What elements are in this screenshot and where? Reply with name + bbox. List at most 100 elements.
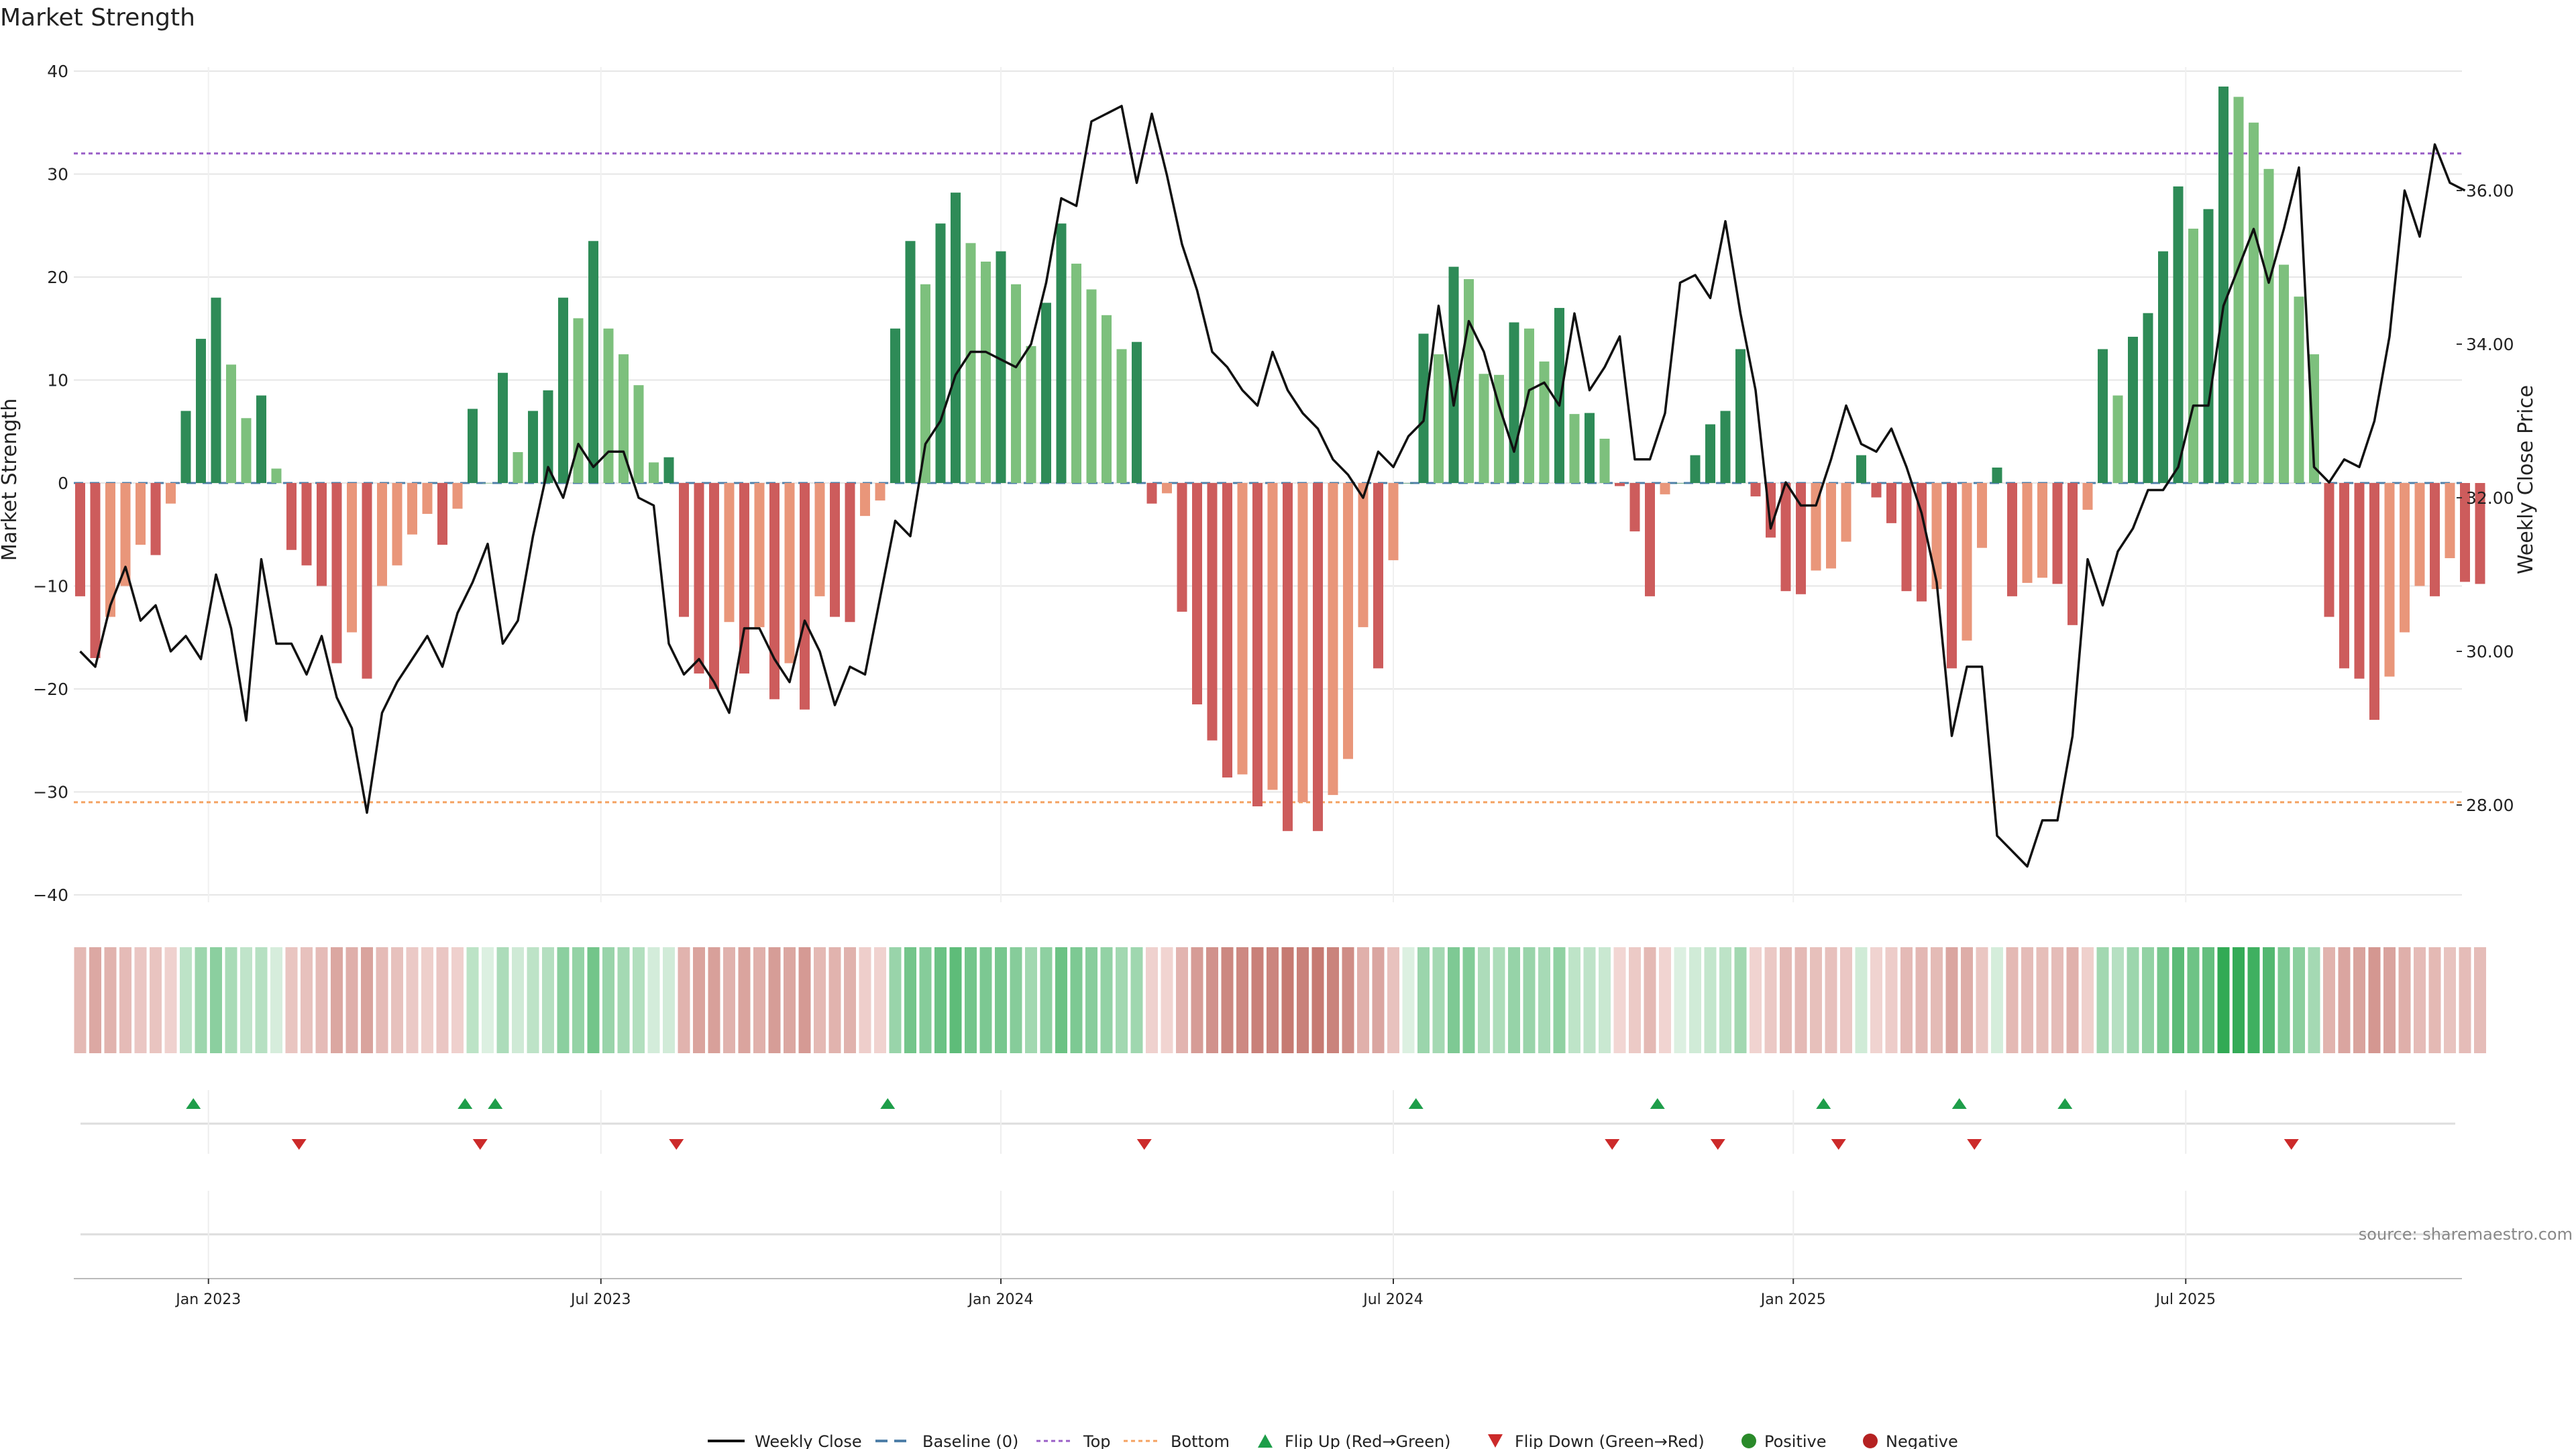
heat-cell — [678, 947, 690, 1053]
strength-bar — [1146, 483, 1157, 504]
strength-bar — [2068, 483, 2078, 625]
heat-cell — [1267, 947, 1279, 1053]
heat-cell — [647, 947, 660, 1053]
heat-cell — [633, 947, 645, 1053]
strength-bar — [362, 483, 372, 679]
strength-bar — [1841, 483, 1851, 542]
heat-cell — [1251, 947, 1264, 1053]
heat-cell — [2021, 947, 2033, 1053]
heat-cell — [1991, 947, 2003, 1053]
strength-bar — [2249, 122, 2259, 483]
heat-cell — [1161, 947, 1173, 1053]
strength-bar — [1871, 483, 1882, 498]
strength-bar — [754, 483, 765, 627]
heat-cell — [828, 947, 841, 1053]
heat-cell — [1810, 947, 1822, 1053]
heat-cell — [2036, 947, 2049, 1053]
heat-cell — [240, 947, 252, 1053]
strength-bar — [226, 364, 236, 483]
heat-cell — [2353, 947, 2365, 1053]
heat-cell — [1311, 947, 1324, 1053]
heat-cell — [2172, 947, 2184, 1053]
heat-cell — [1025, 947, 1037, 1053]
x-tick-label: Jul 2024 — [1362, 1291, 1424, 1308]
strength-bars — [75, 87, 2485, 831]
strength-bar — [1222, 483, 1232, 778]
heat-cell — [285, 947, 298, 1053]
heat-cell — [391, 947, 403, 1053]
strength-bar — [482, 483, 493, 484]
heat-cell — [1432, 947, 1445, 1053]
heat-cell — [1462, 947, 1475, 1053]
strength-bar — [1977, 483, 1987, 548]
strength-bar — [2098, 349, 2108, 483]
legend-label: Baseline (0) — [922, 1432, 1018, 1449]
strength-bar — [890, 328, 900, 483]
heat-cell — [2308, 947, 2320, 1053]
heat-cell — [1297, 947, 1309, 1053]
strength-bar — [452, 483, 463, 509]
strength-bar — [1086, 289, 1097, 483]
strength-bar — [1690, 455, 1701, 483]
heat-cell — [1191, 947, 1203, 1053]
strength-bar — [1434, 354, 1444, 483]
strength-bar — [633, 385, 644, 483]
heat-cell — [1855, 947, 1868, 1053]
strength-bar — [1585, 413, 1595, 483]
flip-up-marker — [880, 1098, 896, 1109]
heat-cell — [1206, 947, 1218, 1053]
y-axis: 40 30 20 10 0 −10 −20 −30 −40 — [33, 62, 68, 905]
heat-cell — [784, 947, 796, 1053]
strength-bar — [407, 483, 417, 535]
strength-bar — [286, 483, 297, 550]
strength-bar — [2143, 313, 2153, 483]
flip-up-marker — [1650, 1098, 1665, 1109]
strength-bar — [739, 483, 749, 674]
strength-bar — [2309, 354, 2319, 483]
strength-bar — [679, 483, 689, 617]
strength-bar — [2188, 228, 2198, 483]
heat-cell — [2293, 947, 2305, 1053]
heat-cell — [1599, 947, 1611, 1053]
strength-bar — [1615, 483, 1625, 486]
flip-up-marker — [2057, 1098, 2073, 1109]
strength-bar — [2082, 483, 2093, 510]
heat-cell — [1870, 947, 1882, 1053]
strength-bar — [2400, 483, 2410, 633]
strength-bar — [2128, 337, 2138, 483]
strength-bar — [105, 483, 115, 617]
strength-bar — [528, 411, 538, 483]
strength-bar — [2233, 97, 2244, 483]
legend-label: Flip Down (Green→Red) — [1515, 1432, 1705, 1449]
heat-cell — [2157, 947, 2169, 1053]
heat-cell — [210, 947, 222, 1053]
legend-positive-swatch — [1741, 1434, 1756, 1448]
strength-bar — [347, 483, 357, 633]
strength-bar — [2460, 483, 2470, 582]
flip-up-marker — [1408, 1098, 1424, 1109]
strength-bar — [1192, 483, 1202, 705]
heat-cell — [436, 947, 449, 1053]
heat-cell — [798, 947, 811, 1053]
heat-cell — [1825, 947, 1837, 1053]
heat-cell — [1100, 947, 1113, 1053]
strength-bar — [1343, 483, 1353, 759]
strength-bar — [180, 411, 191, 483]
heat-cell — [2233, 947, 2245, 1053]
heat-cell — [557, 947, 570, 1053]
strength-bar — [724, 483, 735, 623]
source-label: source: sharemaestro.com — [2359, 1225, 2573, 1244]
strength-bar — [951, 193, 961, 483]
strength-bar — [1313, 483, 1323, 831]
strength-bar — [2173, 186, 2184, 483]
heat-cell — [1372, 947, 1385, 1053]
heat-cell — [270, 947, 282, 1053]
heat-cell — [1085, 947, 1097, 1053]
strength-bar — [1026, 345, 1036, 483]
strength-bar — [1071, 264, 1081, 483]
x-tick-label: Jan 2023 — [174, 1291, 241, 1308]
heat-cell — [2187, 947, 2200, 1053]
strength-bar — [1992, 467, 2002, 483]
strength-bar — [1177, 483, 1187, 612]
